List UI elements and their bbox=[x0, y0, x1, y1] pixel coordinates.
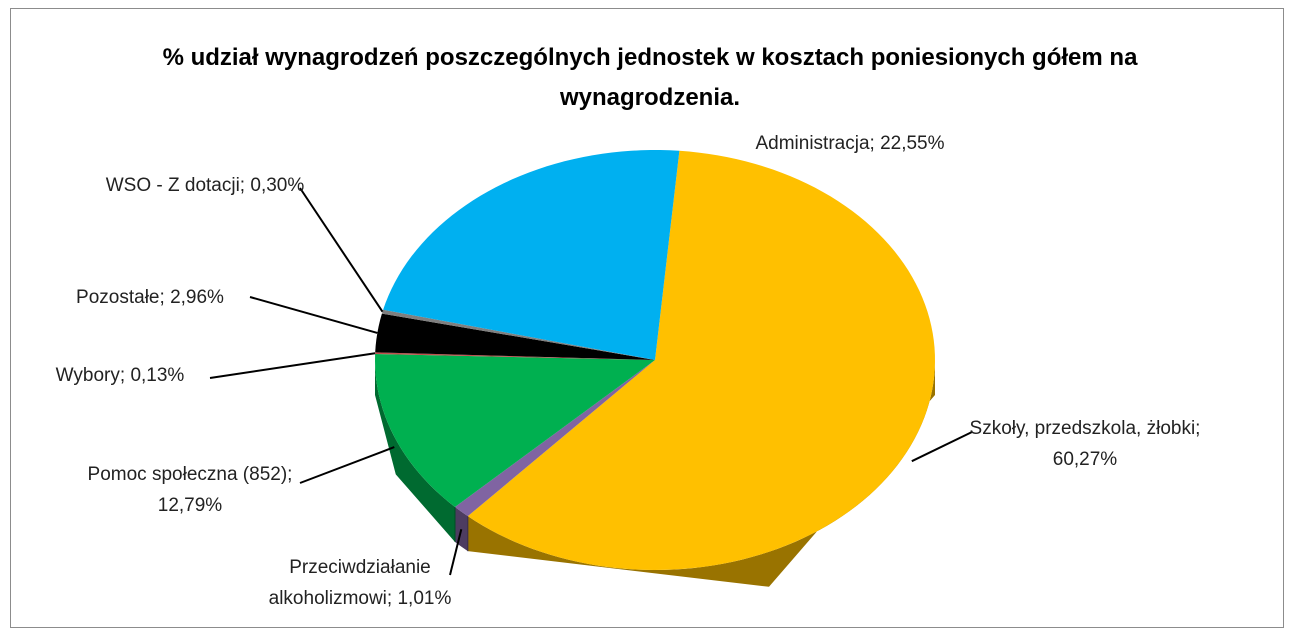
leader-line bbox=[911, 431, 973, 463]
leader-line bbox=[299, 446, 395, 484]
value-label: 1,01% bbox=[397, 588, 452, 609]
pie-slice bbox=[375, 354, 655, 507]
value-label: 22,55% bbox=[880, 133, 945, 154]
leader-line bbox=[449, 528, 463, 576]
data-label: Administracja; 22,55% bbox=[750, 128, 950, 159]
value-label: 0,13% bbox=[130, 365, 185, 386]
category-label: Pozostałe; bbox=[76, 287, 165, 308]
value-label: 0,30% bbox=[250, 175, 305, 196]
leader-line bbox=[299, 187, 384, 313]
pie-slice bbox=[375, 352, 655, 360]
category-label: Pomoc społeczna (852); bbox=[87, 464, 293, 485]
leader-line bbox=[209, 352, 376, 379]
category-label: Przeciwdziałanie alkoholizmowi; bbox=[268, 557, 431, 609]
value-label: 60,27% bbox=[1052, 449, 1118, 470]
category-label: Administracja; bbox=[755, 133, 875, 154]
value-label: 2,96% bbox=[170, 287, 224, 308]
pie-slice bbox=[467, 150, 935, 571]
category-label: Szkoły, przedszkola, żłobki; bbox=[969, 418, 1201, 439]
chart-title: % udział wynagrodzeń poszczególnych jedn… bbox=[162, 44, 1138, 111]
data-label: WSO - Z dotacji; 0,30% bbox=[95, 170, 315, 201]
data-label: Pomoc społeczna (852); 12,79% bbox=[85, 459, 295, 521]
data-label: Szkoły, przedszkola, żłobki; 60,27% bbox=[965, 413, 1205, 475]
leader-line bbox=[249, 296, 378, 334]
category-label: Wybory; bbox=[55, 365, 126, 386]
data-label: Przeciwdziałanie alkoholizmowi; 1,01% bbox=[255, 552, 465, 614]
pie-slice bbox=[381, 309, 655, 360]
data-label: Pozostałe; 2,96% bbox=[40, 282, 260, 313]
pie-slice bbox=[375, 313, 655, 360]
pie-side bbox=[375, 360, 455, 542]
category-label: WSO - Z dotacji; bbox=[105, 175, 246, 196]
data-label: Wybory; 0,13% bbox=[10, 360, 230, 391]
pie-slice bbox=[383, 150, 680, 360]
pie-slice bbox=[455, 360, 655, 517]
value-label: 12,79% bbox=[157, 495, 223, 516]
